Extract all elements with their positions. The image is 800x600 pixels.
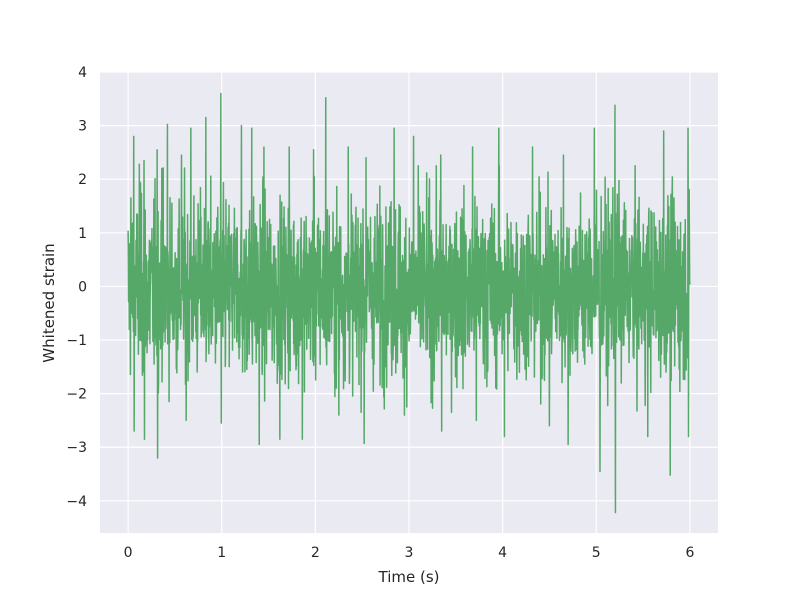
y-tick-labels: −4 −3 −2 −1 0 1 2 3 4 [66,65,87,510]
series-layer [127,92,691,514]
x-tick-label: 5 [592,545,601,561]
x-tick-label: 6 [685,545,694,561]
y-tick-label: 2 [78,172,87,188]
y-tick-label: 0 [78,279,87,295]
x-tick-label: 1 [217,545,226,561]
y-tick-label: 3 [78,119,87,135]
y-tick-label: −3 [66,440,87,456]
y-axis-label: Whitened strain [40,243,58,362]
x-axis-label: Time (s) [378,568,440,586]
y-tick-label: −2 [66,387,87,403]
x-tick-labels: 0 1 2 3 4 5 6 [124,545,695,561]
y-tick-label: 4 [78,65,87,81]
strain-series-line [127,92,691,514]
x-tick-label: 2 [311,545,320,561]
x-tick-label: 4 [498,545,507,561]
plot-area [127,92,691,514]
y-tick-label: −1 [66,333,87,349]
y-tick-label: −4 [66,494,87,510]
x-tick-label: 3 [405,545,414,561]
x-tick-label: 0 [124,545,133,561]
y-tick-label: 1 [78,226,87,242]
